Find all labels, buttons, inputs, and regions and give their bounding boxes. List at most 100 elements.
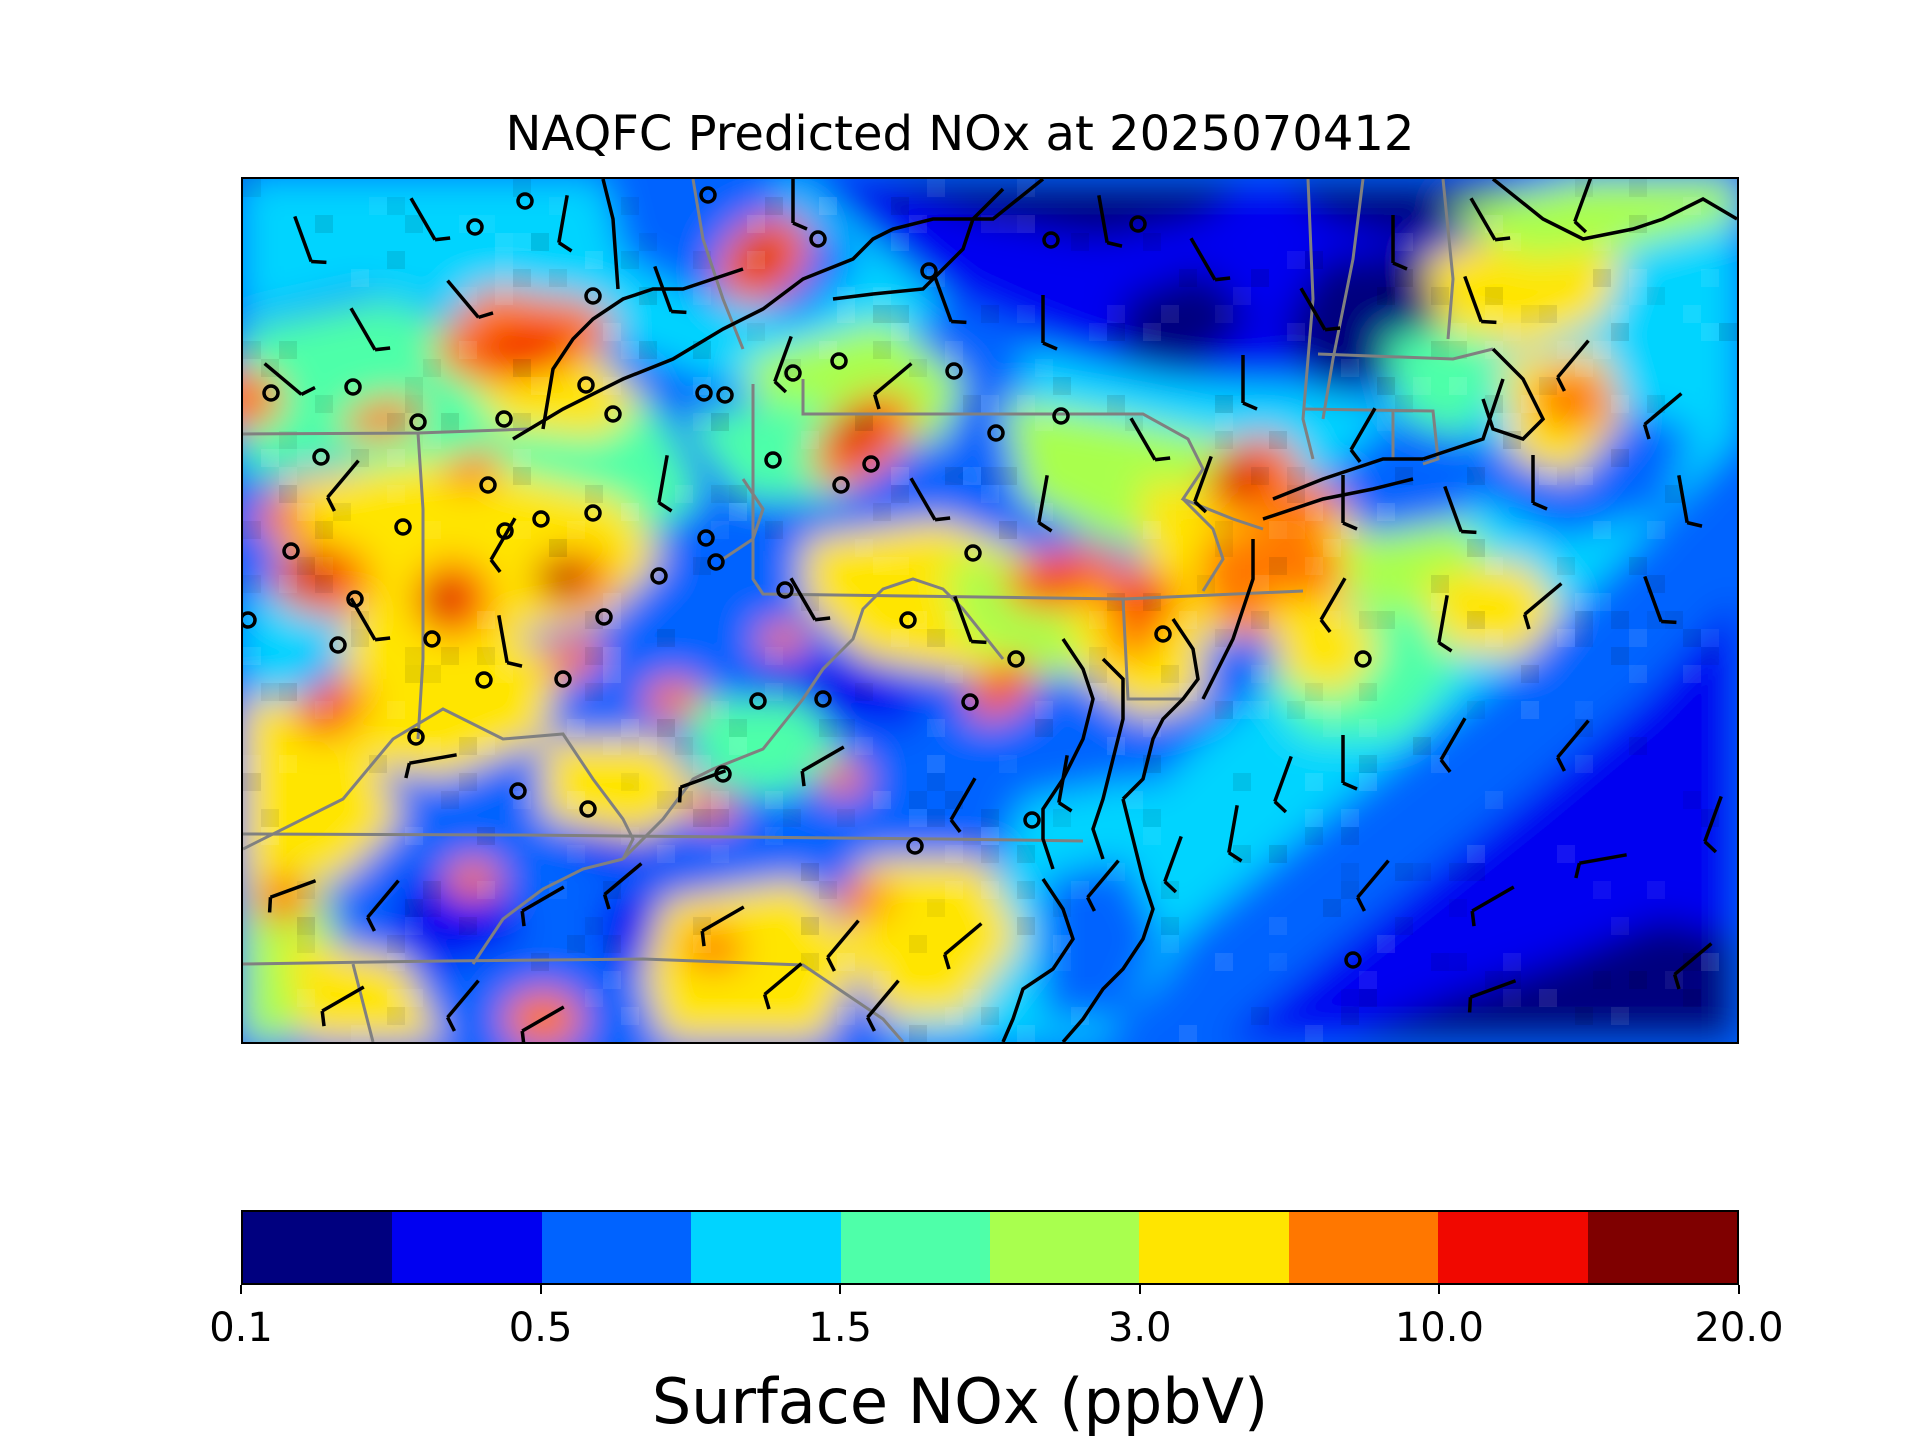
wind-barb-icon — [1037, 475, 1053, 533]
wind-barb-icon — [1677, 475, 1703, 528]
monitoring-station-icon — [1154, 625, 1172, 643]
wind-barbs-layer — [263, 179, 1723, 1042]
colorbar-tick — [1738, 1285, 1740, 1294]
monitoring-station-icon — [899, 611, 917, 629]
state-border — [801, 379, 1264, 531]
monitoring-station-icon — [509, 782, 527, 800]
nox-concentration-map — [243, 179, 1737, 1042]
monitoring-station-icon — [584, 504, 602, 522]
monitoring-station-icon — [862, 455, 880, 473]
wind-barb-icon — [409, 197, 451, 242]
lake-ontario-shore — [832, 187, 1005, 301]
monitoring-station-icon — [830, 352, 848, 370]
wind-barb-icon — [800, 745, 845, 787]
wind-barb-icon — [1227, 805, 1243, 863]
monitoring-station-icon — [1042, 231, 1060, 249]
wind-barb-icon — [1703, 795, 1723, 854]
colorbar — [241, 1210, 1739, 1285]
wind-barb-icon — [1467, 979, 1517, 1013]
monitoring-station-icon — [1052, 407, 1070, 425]
monitoring-station-icon — [409, 413, 427, 431]
monitoring-station-icon — [987, 424, 1005, 442]
monitoring-station-icon — [282, 542, 300, 560]
wind-barb-icon — [872, 362, 913, 410]
monitoring-station-icon — [532, 510, 550, 528]
monitoring-station-icon — [495, 410, 513, 428]
colorbar-tick — [1138, 1285, 1141, 1294]
colorbar-tick — [539, 1285, 542, 1294]
wind-barb-icon — [1573, 179, 1593, 234]
wind-barb-icon — [1574, 853, 1627, 879]
wind-barb-icon — [293, 215, 327, 265]
monitoring-station-icon — [577, 376, 595, 394]
monitoring-station-icon — [697, 529, 715, 547]
wind-barb-icon — [653, 265, 687, 315]
wind-barb-icon — [1522, 582, 1563, 630]
wind-barb-icon — [326, 459, 360, 512]
coastline-chesapeake-e — [1091, 657, 1125, 860]
wind-barb-icon — [1443, 485, 1477, 535]
coastline-chesapeake-w — [1041, 638, 1095, 870]
wind-barb-icon — [1086, 859, 1120, 912]
coastline-maine — [1491, 179, 1737, 241]
wind-barb-icon — [349, 307, 391, 352]
monitoring-station-icon — [496, 522, 514, 540]
wind-barb-icon — [267, 879, 317, 913]
colorbar-tick-label: 20.0 — [1694, 1305, 1784, 1351]
wind-barb-icon — [866, 979, 900, 1032]
monitoring-station-icon — [475, 671, 493, 689]
wind-barb-icon — [677, 769, 727, 803]
wind-barb-icon — [1556, 719, 1590, 772]
wind-barb-icon — [366, 879, 400, 932]
monitoring-station-icon — [809, 230, 827, 248]
colorbar-segment — [990, 1212, 1140, 1283]
state-border — [1301, 179, 1315, 460]
monitoring-station-icon — [1354, 650, 1372, 668]
wind-barb-icon — [1531, 455, 1548, 511]
coastline-layer — [512, 179, 1737, 1042]
state-border — [1317, 347, 1494, 361]
wind-barb-icon — [949, 777, 977, 834]
wind-barb-icon — [320, 985, 365, 1027]
state-border — [722, 478, 765, 561]
colorbar-tick — [1438, 1285, 1441, 1294]
wind-barb-icon — [520, 1005, 565, 1042]
wind-barb-icon — [791, 179, 808, 231]
state-border — [351, 963, 375, 1042]
colorbar-segment — [243, 1212, 393, 1283]
colorbar-tick-label: 1.5 — [808, 1305, 872, 1351]
colorbar-segment — [691, 1212, 841, 1283]
wind-barb-icon — [1163, 835, 1183, 894]
colorbar-tick-label: 0.5 — [508, 1305, 573, 1351]
wind-barb-icon — [933, 275, 967, 325]
monitoring-station-icon — [776, 581, 794, 599]
monitoring-station-icon — [329, 636, 347, 654]
monitoring-station-icon — [695, 384, 713, 402]
colorbar-tick-label: 10.0 — [1394, 1305, 1484, 1351]
wind-barb-icon — [520, 885, 565, 927]
wind-barb-icon — [446, 979, 480, 1032]
wind-barb-icon — [1356, 859, 1390, 912]
figure-title: NAQFC Predicted NOx at 2025070412 — [505, 106, 1415, 162]
wind-barb-icon — [826, 919, 860, 972]
wind-barb-icon — [1437, 595, 1453, 653]
wind-barb-icon — [1129, 417, 1171, 462]
wind-barb-icon — [909, 477, 951, 522]
coastline-nj — [1201, 539, 1255, 700]
monitoring-station-icon — [346, 590, 364, 608]
state-border — [471, 857, 624, 965]
wind-barb-icon — [1041, 295, 1058, 351]
colorbar-segment — [541, 1212, 692, 1283]
wind-barb-icon — [1241, 355, 1258, 411]
monitoring-station-icon — [832, 476, 850, 494]
coastline-nc — [1001, 878, 1075, 1042]
wind-barb-icon — [1556, 339, 1590, 392]
wind-barb-icon — [1341, 475, 1358, 531]
colorbar-segment — [392, 1212, 542, 1283]
monitoring-station-icon — [554, 670, 572, 688]
state-border — [1321, 179, 1365, 420]
nox-pixel-layer — [243, 179, 1737, 1042]
wind-barb-icon — [762, 962, 803, 1010]
wind-barb-icon — [1189, 237, 1231, 282]
